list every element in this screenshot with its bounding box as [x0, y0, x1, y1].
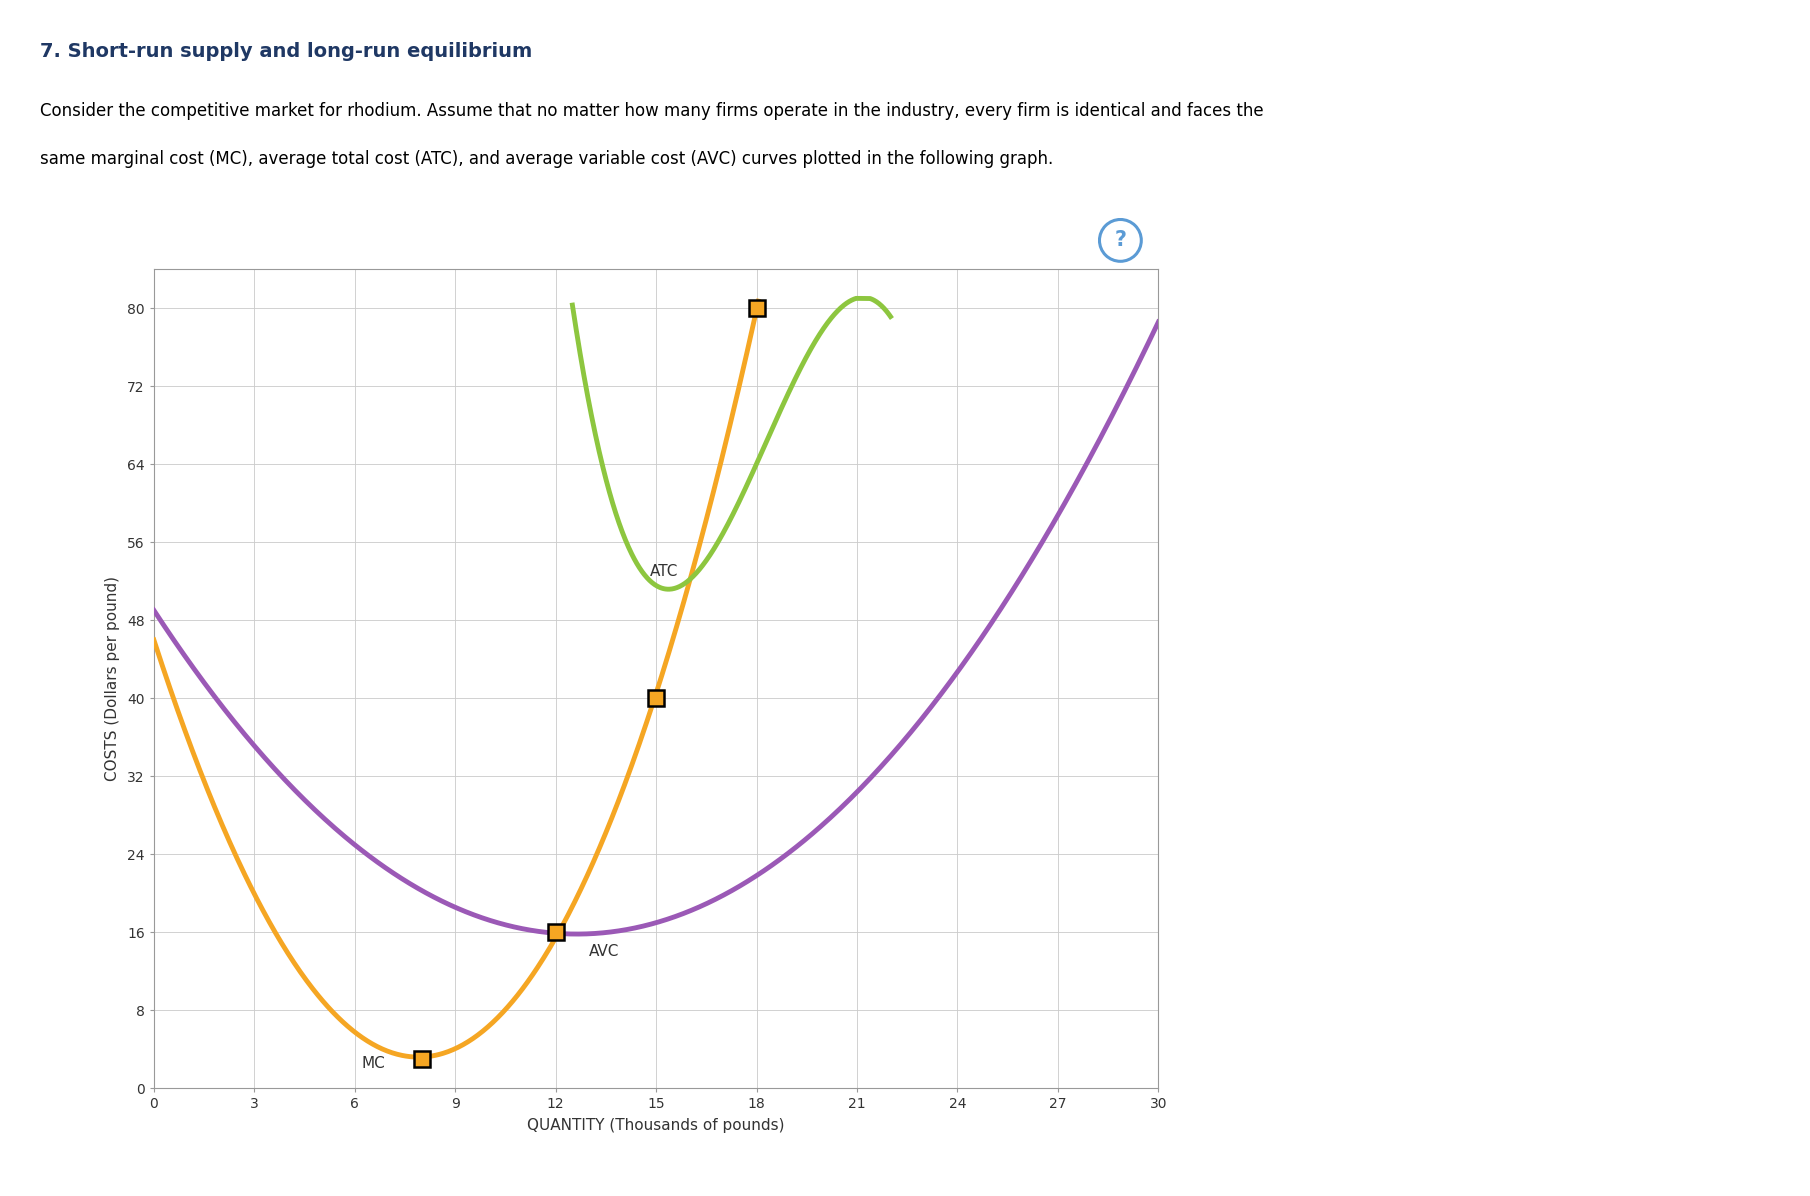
- Circle shape: [1099, 220, 1142, 261]
- Text: ?: ?: [1115, 231, 1126, 250]
- Y-axis label: COSTS (Dollars per pound): COSTS (Dollars per pound): [105, 576, 119, 781]
- Text: Consider the competitive market for rhodium. Assume that no matter how many firm: Consider the competitive market for rhod…: [40, 102, 1263, 120]
- Text: same marginal cost (MC), average total cost (ATC), and average variable cost (AV: same marginal cost (MC), average total c…: [40, 150, 1053, 167]
- Text: AVC: AVC: [588, 945, 619, 959]
- X-axis label: QUANTITY (Thousands of pounds): QUANTITY (Thousands of pounds): [527, 1118, 786, 1134]
- Text: ATC: ATC: [650, 565, 677, 579]
- Text: MC: MC: [362, 1056, 386, 1072]
- Text: 7. Short-run supply and long-run equilibrium: 7. Short-run supply and long-run equilib…: [40, 42, 532, 61]
